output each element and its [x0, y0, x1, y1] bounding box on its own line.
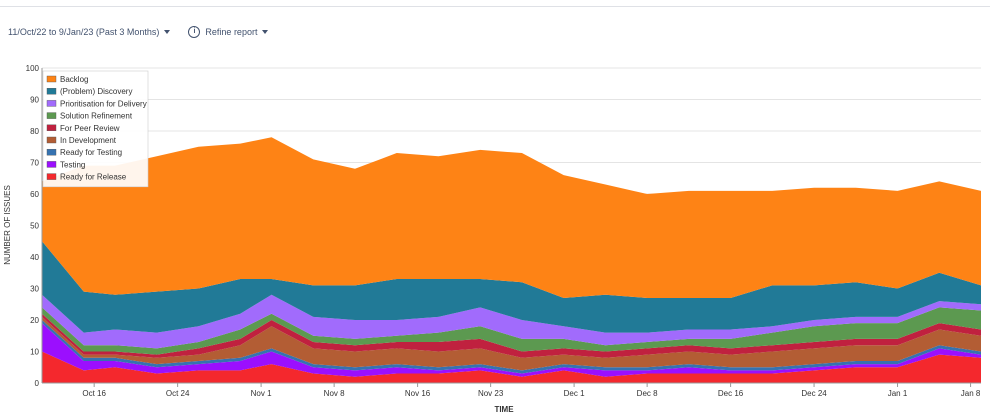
y-axis-label: NUMBER OF ISSUES: [3, 185, 12, 265]
legend-item: Prioritisation for Delivery: [60, 99, 147, 108]
y-tick-label: 80: [30, 127, 39, 136]
info-icon: i: [188, 26, 201, 38]
series-area-5: [42, 307, 981, 355]
legend-item: Testing: [60, 160, 85, 169]
y-axis: 0 10 20 30 40 50 60 70 80 90 100: [26, 64, 43, 388]
y-tick-label: 100: [26, 64, 40, 73]
x-tick-label: Jan 1: [888, 389, 908, 398]
series-area-1: [42, 323, 981, 377]
legend-swatch: [46, 87, 57, 95]
y-tick-label: 30: [30, 285, 39, 294]
series-area-7: [42, 241, 981, 333]
x-axis: Oct 16 Oct 24 Nov 1 Nov 8 Nov 16 Nov 23 Dec 1 D…: [42, 382, 981, 398]
y-tick-label: 50: [30, 222, 39, 231]
x-tick-label: Nov 8: [324, 389, 345, 398]
y-tick-label: 60: [30, 190, 39, 199]
series-area-6: [42, 294, 981, 349]
x-tick-label: Oct 16: [82, 389, 106, 398]
x-tick-label: Nov 16: [405, 389, 431, 398]
report-toolbar: 11/Oct/22 to 9/Jan/23 (Past 3 Months) i …: [8, 24, 269, 40]
chevron-down-icon: [164, 30, 171, 34]
legend-swatch: [46, 173, 57, 180]
y-tick-label: 10: [30, 348, 39, 357]
date-range-dropdown[interactable]: 11/Oct/22 to 9/Jan/23 (Past 3 Months): [8, 27, 171, 37]
legend-item: For Peer Review: [60, 124, 120, 133]
x-tick-label: Dec 8: [637, 389, 658, 398]
y-tick-label: 70: [30, 159, 39, 168]
chevron-down-icon: [262, 30, 269, 34]
legend-swatch: [46, 124, 57, 132]
legend-swatch: [46, 112, 57, 119]
x-tick-label: Dec 24: [801, 389, 827, 398]
x-tick-label: Dec 1: [564, 389, 585, 398]
legend-item: Ready for Release: [60, 173, 127, 182]
x-tick-label: Jan 8: [961, 389, 981, 398]
x-tick-label: Dec 16: [718, 389, 744, 398]
x-tick-label: Nov 1: [251, 389, 272, 398]
legend-swatch: [46, 148, 57, 156]
y-tick-label: 0: [35, 379, 40, 388]
legend-swatch: [46, 161, 57, 168]
series-area-3: [42, 316, 981, 371]
series-area-4: [42, 313, 981, 358]
y-tick-label: 40: [30, 253, 39, 262]
legend-item: Backlog: [60, 75, 88, 84]
series-area-0: [42, 351, 981, 383]
series-area-8: [42, 137, 981, 298]
legend-swatch: [46, 75, 57, 83]
date-range-label: 11/Oct/22 to 9/Jan/23 (Past 3 Months): [8, 27, 160, 37]
legend-item: Solution Refinement: [60, 112, 133, 121]
refine-report-label: Refine report: [205, 27, 258, 37]
legend-item: In Development: [60, 136, 117, 145]
refine-report-dropdown[interactable]: i Refine report: [188, 26, 269, 38]
legend-box: [42, 70, 149, 188]
legend-swatch: [46, 100, 57, 107]
x-axis-label: TIME: [494, 405, 514, 414]
y-tick-label: 90: [30, 96, 39, 105]
legend-item: (Problem) Discovery: [60, 87, 132, 96]
chart-legend: Backlog (Problem) Discovery Prioritisation…: [42, 70, 149, 188]
legend-swatch: [46, 136, 57, 144]
stacked-areas: [42, 137, 981, 383]
y-tick-label: 20: [30, 316, 39, 325]
top-divider: [0, 6, 990, 7]
legend-item: Ready for Testing: [60, 148, 122, 157]
x-tick-label: Nov 23: [478, 389, 504, 398]
x-tick-label: Oct 24: [166, 389, 190, 398]
